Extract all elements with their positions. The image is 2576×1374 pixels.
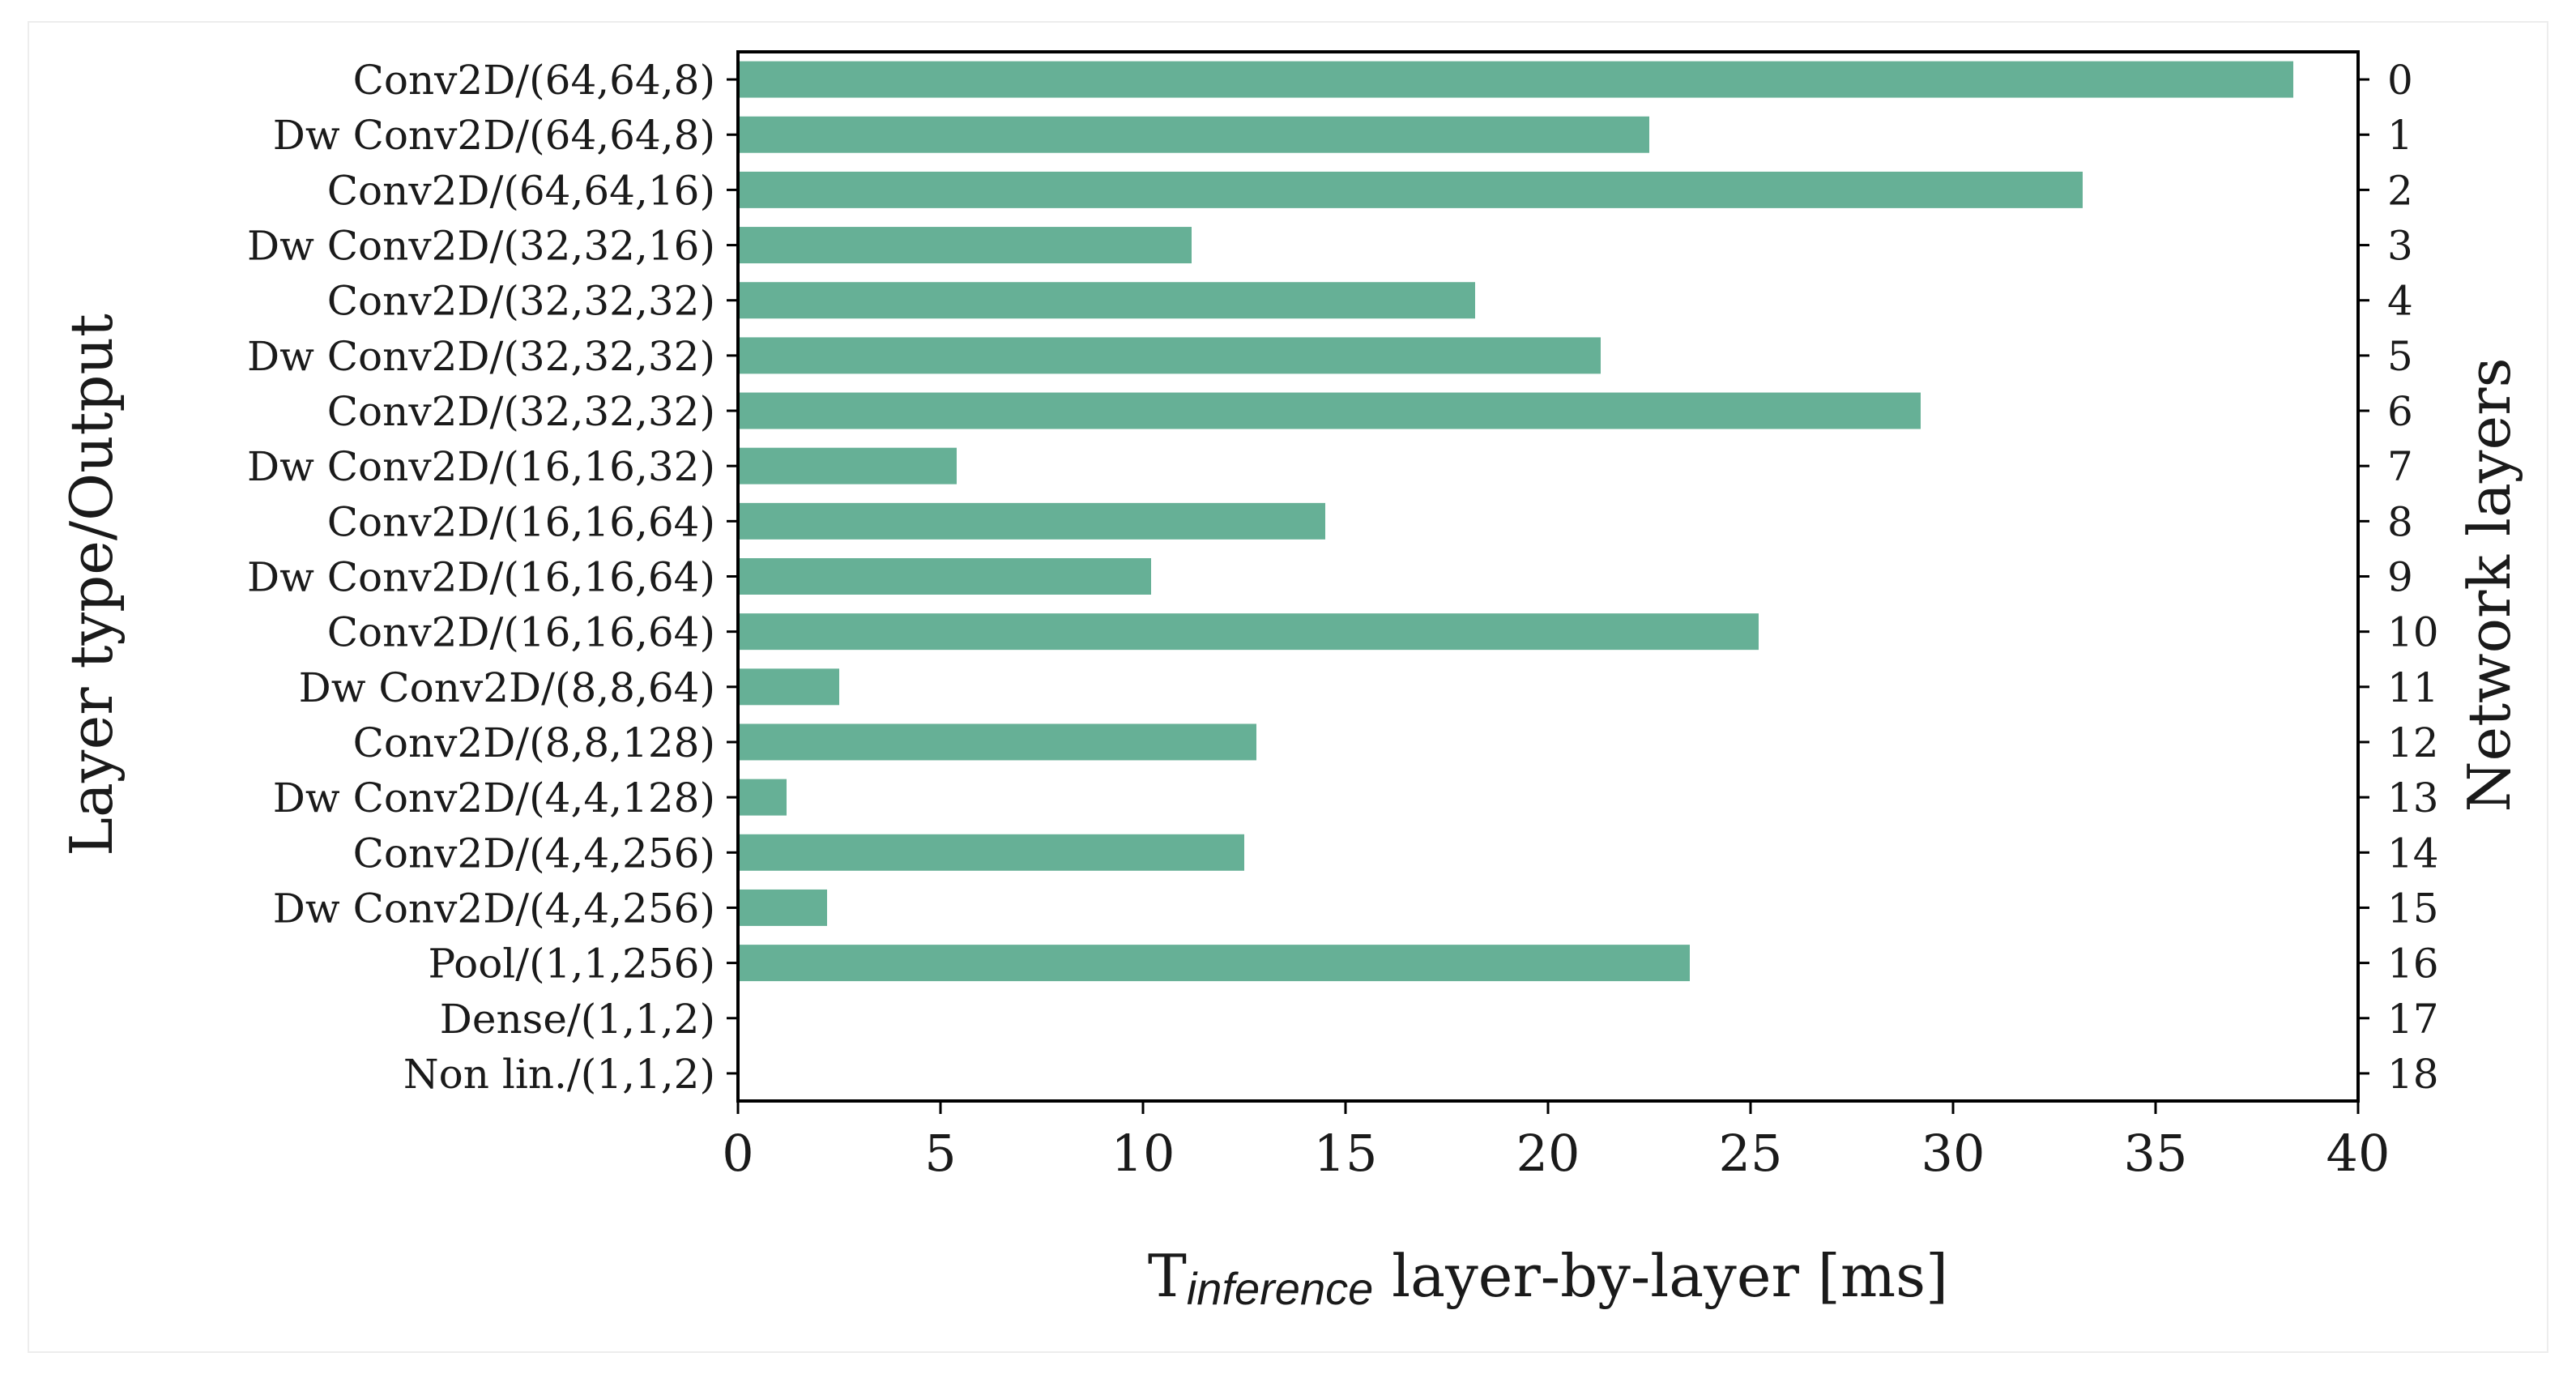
layer-index-label: 10 xyxy=(2387,609,2439,656)
category-label: Conv2D/(16,16,64) xyxy=(327,498,715,545)
chart-frame xyxy=(28,21,2548,1353)
layer-index-label: 13 xyxy=(2387,774,2439,821)
category-label: Conv2D/(16,16,64) xyxy=(327,609,715,656)
x-tick-label: 20 xyxy=(1516,1124,1580,1183)
x-tick-label: 15 xyxy=(1314,1124,1378,1183)
category-label: Dw Conv2D/(8,8,64) xyxy=(299,664,715,711)
x-tick-label: 40 xyxy=(2327,1124,2390,1183)
category-label: Conv2D/(8,8,128) xyxy=(353,719,715,766)
bar xyxy=(738,668,839,706)
bar xyxy=(738,392,1921,429)
layer-index-label: 4 xyxy=(2387,278,2413,325)
bar xyxy=(738,282,1475,319)
layer-index-label: 11 xyxy=(2387,664,2439,711)
x-tick-label: 5 xyxy=(924,1124,956,1183)
layer-index-label: 0 xyxy=(2387,57,2413,104)
x-tick-label: 25 xyxy=(1719,1124,1783,1183)
y-axis-label-right: Network layers xyxy=(2455,357,2523,812)
category-label: Dw Conv2D/(64,64,8) xyxy=(273,112,715,159)
layer-index-label: 15 xyxy=(2387,885,2439,932)
bar xyxy=(738,834,1244,871)
bar xyxy=(738,723,1256,761)
layer-index-label: 17 xyxy=(2387,996,2439,1043)
bar xyxy=(738,779,787,816)
category-label: Dense/(1,1,2) xyxy=(440,996,715,1043)
bar xyxy=(738,227,1192,264)
layer-index-label: 1 xyxy=(2387,112,2413,159)
bar xyxy=(738,61,2293,98)
category-label: Non lin./(1,1,2) xyxy=(403,1051,715,1098)
bar xyxy=(738,502,1325,540)
category-label: Dw Conv2D/(16,16,32) xyxy=(247,443,715,490)
x-tick-label: 10 xyxy=(1111,1124,1175,1183)
layer-index-label: 7 xyxy=(2387,443,2413,490)
category-label: Dw Conv2D/(4,4,256) xyxy=(273,885,715,932)
layer-index-label: 3 xyxy=(2387,223,2413,270)
category-label: Conv2D/(64,64,16) xyxy=(327,167,715,214)
layer-index-label: 12 xyxy=(2387,719,2439,766)
layer-index-label: 14 xyxy=(2387,830,2439,877)
bar xyxy=(738,945,1690,982)
category-label: Conv2D/(64,64,8) xyxy=(353,57,715,104)
x-axis-label-subscript: inference xyxy=(1187,1263,1373,1314)
bar xyxy=(738,171,2083,208)
category-label: Dw Conv2D/(32,32,32) xyxy=(247,333,715,380)
layer-index-label: 8 xyxy=(2387,498,2413,545)
layer-index-label: 5 xyxy=(2387,333,2413,380)
layer-index-label: 6 xyxy=(2387,388,2413,435)
y-axis-label: Layer type/Output xyxy=(58,314,126,856)
bar xyxy=(738,558,1151,595)
category-label: Dw Conv2D/(32,32,16) xyxy=(247,223,715,270)
x-tick-label: 35 xyxy=(2124,1124,2188,1183)
bar xyxy=(738,613,1759,651)
bar xyxy=(738,337,1601,374)
category-label: Dw Conv2D/(4,4,128) xyxy=(273,774,715,821)
x-axis-label-rest: layer-by-layer [ms] xyxy=(1373,1242,1948,1310)
x-axis-ticks: 0 5 10 15 20 25 30 35 40 xyxy=(722,1101,2390,1183)
x-axis-label-main: T xyxy=(1148,1242,1187,1310)
category-label: Conv2D/(4,4,256) xyxy=(353,830,715,877)
bars-layer xyxy=(738,61,2293,982)
layer-index-label: 18 xyxy=(2387,1051,2439,1098)
bar xyxy=(738,447,957,484)
x-axis-label: Tinference layer-by-layer [ms] xyxy=(1148,1242,1948,1314)
x-tick-label: 30 xyxy=(1921,1124,1985,1183)
category-labels: Conv2D/(64,64,8) Dw Conv2D/(64,64,8) Conv2… xyxy=(247,57,738,1098)
bar xyxy=(738,889,827,926)
category-label: Conv2D/(32,32,32) xyxy=(327,278,715,325)
category-label: Pool/(1,1,256) xyxy=(428,941,715,988)
layer-index-label: 16 xyxy=(2387,941,2439,988)
layer-index-label: 9 xyxy=(2387,554,2413,601)
category-label: Dw Conv2D/(16,16,64) xyxy=(247,554,715,601)
layer-index-label: 2 xyxy=(2387,167,2413,214)
category-label: Conv2D/(32,32,32) xyxy=(327,388,715,435)
bar xyxy=(738,116,1649,153)
x-tick-label: 0 xyxy=(722,1124,753,1183)
